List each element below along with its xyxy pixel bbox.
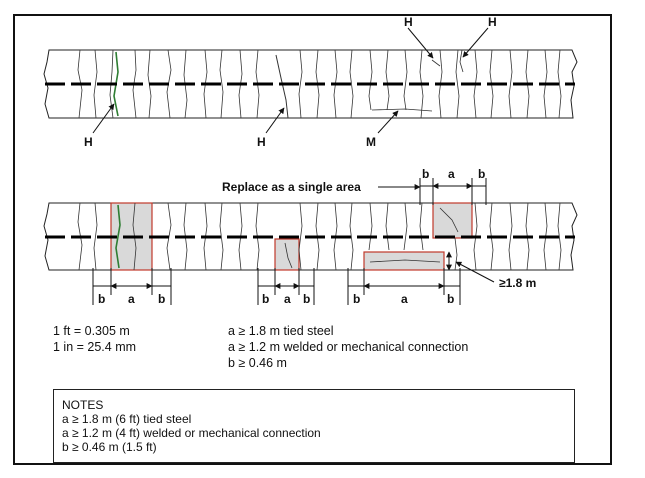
top-dimension [419, 178, 487, 205]
label-h-top-1: H [404, 15, 413, 29]
dim-depth: ≥1.8 m [499, 276, 536, 290]
dim-mid-a: a [284, 292, 291, 306]
crack-highlight-bottom-left [115, 204, 121, 269]
label-h-bottom-1: H [84, 135, 93, 149]
crack-highlight-mid [275, 54, 289, 119]
criteria-b: b ≥ 0.46 m [228, 356, 287, 370]
dim-top-a: a [448, 167, 455, 181]
replace-label: Replace as a single area [222, 180, 361, 194]
dim-mid-b2: b [303, 292, 310, 306]
bottom-dimensions [92, 251, 495, 305]
note-line: a ≥ 1.2 m (4 ft) welded or mechanical co… [62, 426, 321, 440]
repair-patch-bottom [363, 251, 445, 271]
dim-mid-b1: b [262, 292, 269, 306]
dim-right-b2: b [447, 292, 454, 306]
figure-frame [13, 14, 612, 465]
dim-left-a: a [128, 292, 135, 306]
notes-title: NOTES [62, 398, 104, 412]
note-line: a ≥ 1.8 m (6 ft) tied steel [62, 412, 192, 426]
dim-right-b1: b [353, 292, 360, 306]
dim-top-b2: b [478, 167, 485, 181]
criteria-a-welded: a ≥ 1.2 m welded or mechanical connectio… [228, 340, 468, 354]
note-line: b ≥ 0.46 m (1.5 ft) [62, 440, 157, 454]
criteria-a-tied: a ≥ 1.8 m tied steel [228, 324, 334, 338]
dim-left-b2: b [158, 292, 165, 306]
bottom-slab [43, 202, 578, 271]
label-h-bottom-2: H [257, 135, 266, 149]
conversion-ft: 1 ft = 0.305 m [53, 324, 130, 338]
conversion-in: 1 in = 25.4 mm [53, 340, 136, 354]
top-slab [43, 49, 578, 119]
top-pointers [92, 27, 489, 134]
label-m-bottom: M [366, 135, 376, 149]
notes-box: NOTES a ≥ 1.8 m (6 ft) tied steel a ≥ 1.… [53, 389, 575, 463]
label-h-top-2: H [488, 15, 497, 29]
dim-left-b1: b [98, 292, 105, 306]
dim-right-a: a [401, 292, 408, 306]
dim-top-b1: b [422, 167, 429, 181]
